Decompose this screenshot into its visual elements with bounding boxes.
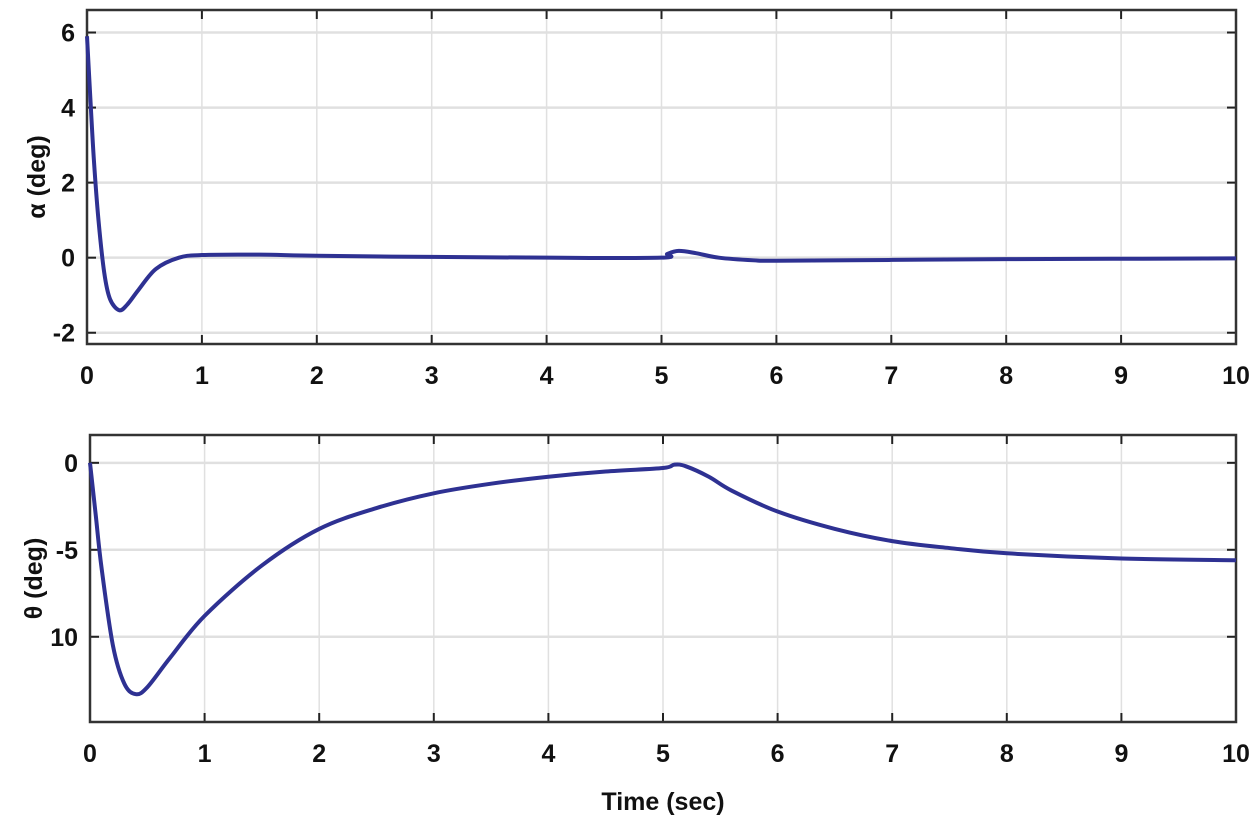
x-tick-label: 8 bbox=[999, 362, 1013, 390]
x-tick-label: 7 bbox=[885, 740, 899, 768]
x-tick-label: 4 bbox=[541, 740, 555, 768]
y-tick-label: 6 bbox=[61, 20, 75, 48]
y-axis-label: θ (deg) bbox=[20, 538, 48, 620]
x-tick-label: 10 bbox=[1222, 362, 1250, 390]
y-tick-label: -2 bbox=[53, 320, 75, 348]
axes-box bbox=[88, 433, 1238, 724]
x-tick-label: 2 bbox=[312, 740, 326, 768]
x-tick-label: 10 bbox=[1222, 740, 1250, 768]
y-tick-label: -5 bbox=[56, 537, 78, 565]
x-tick-label: 2 bbox=[310, 362, 324, 390]
series-line bbox=[88, 462, 1237, 697]
x-tick-label: 3 bbox=[425, 362, 439, 390]
x-tick-label: 9 bbox=[1114, 362, 1128, 390]
x-tick-label: 5 bbox=[655, 362, 669, 390]
x-tick-label: 0 bbox=[83, 740, 97, 768]
x-tick-label: 0 bbox=[80, 362, 94, 390]
y-axis-label: α (deg) bbox=[23, 135, 51, 218]
axes-box bbox=[85, 8, 1238, 346]
x-tick-label: 7 bbox=[884, 362, 898, 390]
series-line bbox=[85, 36, 1237, 313]
y-tick-label: 0 bbox=[61, 245, 75, 273]
x-axis-label: Time (sec) bbox=[601, 788, 724, 816]
y-tick-label: 10 bbox=[50, 624, 78, 652]
y-tick-label: 4 bbox=[61, 95, 75, 123]
y-tick-label: 2 bbox=[61, 170, 75, 198]
x-tick-label: 1 bbox=[195, 362, 209, 390]
x-tick-label: 1 bbox=[198, 740, 212, 768]
x-tick-label: 4 bbox=[540, 362, 554, 390]
x-tick-label: 6 bbox=[771, 740, 785, 768]
x-tick-label: 5 bbox=[656, 740, 670, 768]
x-tick-label: 6 bbox=[769, 362, 783, 390]
y-tick-label: 0 bbox=[64, 450, 78, 478]
x-tick-label: 3 bbox=[427, 740, 441, 768]
x-tick-label: 9 bbox=[1114, 740, 1128, 768]
x-tick-label: 8 bbox=[1000, 740, 1014, 768]
